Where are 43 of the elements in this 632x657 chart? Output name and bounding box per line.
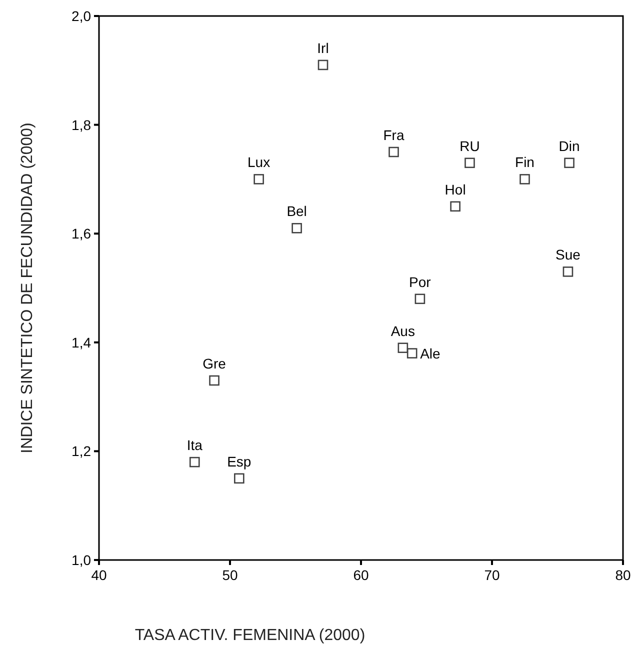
x-tick-label: 50 [222, 567, 238, 583]
x-tick-label: 80 [615, 567, 631, 583]
point [234, 473, 244, 484]
point [406, 348, 418, 358]
point [189, 456, 200, 468]
point [209, 375, 220, 386]
annotation: Hol [444, 181, 466, 198]
y-tick-label: 1,6 [72, 226, 92, 242]
point [464, 158, 475, 168]
annotation: Ale [420, 345, 441, 362]
annotation: Ita [186, 437, 203, 454]
annotation: Lux [248, 154, 270, 170]
x-tick-label: 60 [353, 567, 369, 583]
y-tick-label: 1,0 [72, 552, 92, 568]
annotation: Bel [286, 203, 307, 220]
point [414, 294, 426, 304]
annotation: Fra [383, 127, 404, 143]
point [388, 146, 399, 158]
point [398, 342, 408, 353]
x-tick-label: 40 [91, 567, 107, 583]
annotation: Por [409, 274, 432, 290]
y-tick-label: 2,0 [72, 8, 92, 24]
point [562, 266, 574, 277]
point [318, 60, 328, 70]
x-tick-label: 70 [484, 567, 500, 583]
point [254, 174, 264, 184]
annotation: Fin [515, 154, 534, 170]
y-axis-title: INDICE SINTETICO DE FECUNDIDAD (2000) [19, 122, 36, 454]
annotation: Irl [317, 40, 329, 56]
point [450, 201, 460, 212]
point [292, 223, 302, 234]
annotation: RU [460, 138, 480, 154]
point [564, 158, 574, 168]
point [520, 174, 530, 184]
y-tick-label: 1,4 [72, 334, 92, 350]
y-tick-label: 1,8 [72, 116, 92, 133]
annotation: Gre [202, 355, 226, 372]
annotation: Sue [556, 246, 581, 263]
annotation: Esp [227, 453, 252, 470]
annotation: Aus [390, 322, 415, 339]
x-axis-title: TASA ACTIV. FEMENINA (2000) [134, 627, 366, 644]
y-tick-label: 1,2 [72, 443, 92, 460]
annotation: Din [558, 138, 580, 154]
